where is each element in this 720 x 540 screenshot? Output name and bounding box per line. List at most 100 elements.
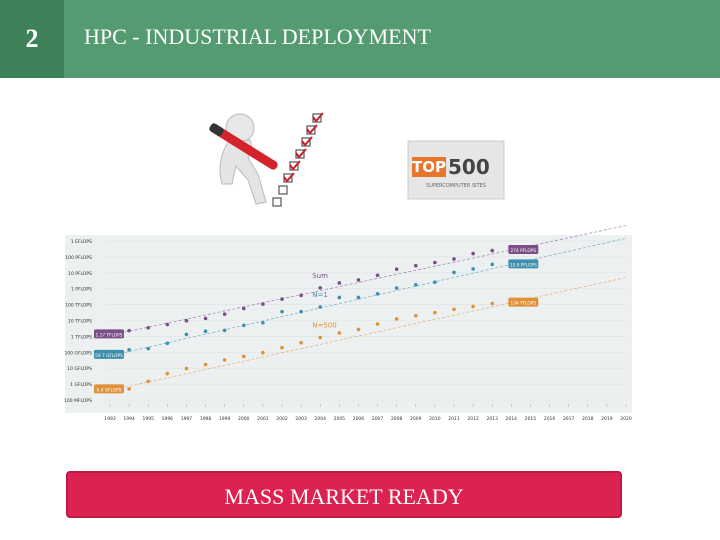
x-tick-label: 1999 (219, 416, 231, 422)
chart-background (65, 235, 632, 413)
data-point (280, 345, 284, 350)
x-tick-label: 2009 (410, 416, 422, 422)
data-point (318, 305, 323, 309)
data-point (413, 263, 418, 268)
x-tick-label: 1993 (104, 416, 116, 422)
slide-title: HPC - INDUSTRIAL DEPLOYMENT (84, 24, 431, 49)
end-label-box (508, 297, 539, 307)
y-tick-label: 10 TFLOPS (68, 319, 92, 325)
data-point (222, 312, 227, 316)
end-label: 33.9 PFLOPS (510, 262, 537, 268)
end-label: 134 TFLOPS (511, 301, 537, 307)
y-tick-label: 100 MFLOPS (64, 398, 92, 404)
x-tick-label: 2000 (238, 416, 250, 422)
series-label: N=500 (312, 322, 336, 330)
x-tick-label: 2003 (295, 416, 307, 422)
data-point (433, 310, 437, 315)
x-tick-label: 2004 (314, 416, 326, 422)
data-point (127, 387, 131, 391)
data-point (337, 295, 342, 300)
data-point (394, 267, 399, 271)
logo-top: TOP (412, 158, 446, 176)
data-point (452, 257, 456, 261)
data-point (452, 270, 456, 275)
end-label-box (508, 244, 539, 254)
slide-number: 2 (0, 0, 64, 78)
data-point (471, 251, 475, 256)
x-tick-label: 2008 (391, 416, 403, 422)
x-tick-label: 2014 (506, 416, 518, 422)
x-tick-label: 2015 (525, 416, 537, 422)
y-tick-label: 100 GFLOPS (64, 350, 92, 356)
x-tick-label: 1998 (200, 416, 212, 422)
data-point (203, 329, 208, 334)
x-tick-label: 2006 (353, 416, 365, 422)
data-point (394, 286, 399, 290)
x-tick-label: 1997 (181, 416, 193, 422)
data-point (241, 306, 246, 311)
x-tick-label: 2017 (563, 416, 575, 422)
data-point (241, 354, 246, 359)
data-point (375, 273, 380, 278)
x-tick-label: 1996 (162, 416, 174, 422)
y-tick-label: 1 TFLOPS (71, 334, 92, 340)
data-point (127, 328, 131, 333)
data-point (356, 327, 361, 332)
data-point (184, 318, 189, 323)
data-point (490, 262, 495, 267)
start-label-box (94, 349, 124, 359)
series-label: Sum (312, 272, 328, 280)
data-point (184, 366, 189, 371)
x-tick-label: 1995 (142, 416, 154, 422)
trend-line (109, 277, 627, 391)
data-point (490, 248, 495, 253)
checklist-figure (195, 105, 340, 215)
start-label: 0.4 GFLOPS (97, 387, 122, 393)
data-point (203, 316, 208, 321)
data-point (471, 304, 475, 309)
data-point (375, 291, 380, 296)
data-point (280, 297, 284, 301)
x-tick-label: 2010 (429, 416, 441, 422)
data-point (203, 362, 208, 367)
data-point (299, 309, 303, 314)
y-tick-label: 100 PFLOPS (65, 255, 92, 261)
data-point (165, 322, 170, 327)
x-tick-label: 2011 (448, 416, 460, 422)
data-point (299, 293, 303, 298)
top500-logo: TOP 500 SUPERCOMPUTER SITES (407, 140, 505, 200)
data-point (261, 350, 265, 355)
data-point (165, 341, 170, 346)
data-point (165, 371, 170, 376)
data-point (356, 278, 361, 282)
data-point (490, 301, 495, 306)
data-point (433, 260, 437, 265)
mass-market-button[interactable]: MASS MARKET READY (66, 471, 622, 518)
x-tick-label: 2019 (601, 416, 613, 422)
data-point (261, 320, 265, 325)
data-point (184, 332, 189, 337)
y-tick-label: 100 TFLOPS (65, 303, 92, 309)
x-tick-label: 2005 (334, 416, 346, 422)
data-point (471, 267, 475, 271)
header: 2 HPC - INDUSTRIAL DEPLOYMENT (0, 0, 720, 78)
end-label-box (508, 259, 539, 269)
data-point (413, 283, 418, 287)
x-tick-label: 2013 (486, 416, 498, 422)
data-point (146, 346, 151, 351)
x-tick-label: 2018 (582, 416, 594, 422)
start-label-box (94, 329, 124, 339)
y-tick-label: 10 GFLOPS (67, 366, 92, 372)
data-point (299, 340, 303, 345)
x-tick-label: 2016 (544, 416, 556, 422)
data-point (356, 295, 361, 300)
data-point (375, 322, 380, 326)
data-point (261, 302, 265, 306)
series-label: N=1 (312, 291, 328, 299)
x-tick-label: 2012 (467, 416, 479, 422)
data-point (146, 379, 151, 384)
y-tick-label: 1 PFLOPS (71, 287, 92, 293)
data-point (318, 286, 323, 290)
y-tick-label: 1 EFLOPS (71, 239, 92, 245)
